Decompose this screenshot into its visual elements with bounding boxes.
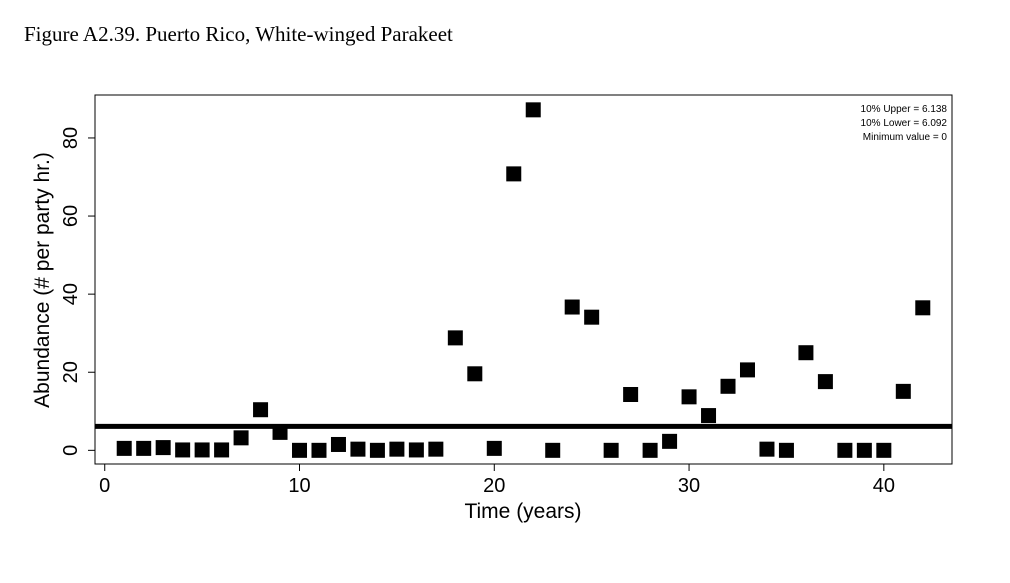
data-point [408, 442, 424, 458]
data-point [467, 366, 483, 382]
data-point [623, 386, 639, 402]
data-point [701, 408, 717, 424]
data-point [253, 402, 269, 418]
legend-line: 10% Upper = 6.138 [861, 104, 948, 115]
data-point [428, 441, 444, 457]
y-tick-label: 80 [60, 127, 82, 149]
y-tick-label: 20 [60, 361, 82, 383]
data-point [895, 383, 911, 399]
data-point [545, 442, 561, 458]
y-tick-label: 0 [60, 445, 82, 456]
data-point [194, 442, 210, 458]
data-point [837, 442, 853, 458]
y-axis: 0 20 40 60 80 [60, 127, 95, 456]
data-point [778, 442, 794, 458]
data-point [739, 362, 755, 378]
legend-line: 10% Lower = 6.092 [861, 118, 948, 129]
y-tick-label: 40 [60, 283, 82, 305]
y-tick-label: 60 [60, 205, 82, 227]
data-point [350, 441, 366, 457]
x-tick-label: 10 [288, 475, 310, 497]
data-point [662, 433, 678, 449]
data-point [681, 389, 697, 405]
x-tick-label: 40 [873, 475, 895, 497]
data-point [233, 430, 249, 446]
x-tick-label: 30 [678, 475, 700, 497]
x-tick-label: 20 [483, 475, 505, 497]
data-point [155, 440, 171, 456]
data-point [292, 442, 308, 458]
data-point [720, 378, 736, 394]
data-point [506, 166, 522, 182]
data-point [642, 442, 658, 458]
data-point [369, 442, 385, 458]
x-axis-title: Time (years) [464, 500, 581, 523]
data-point [817, 374, 833, 390]
data-point [798, 345, 814, 361]
data-point [876, 442, 892, 458]
data-point [136, 440, 152, 456]
plot-frame [94, 94, 953, 465]
data-point [915, 300, 931, 316]
data-point [389, 441, 405, 457]
data-point [759, 441, 775, 457]
data-point [447, 330, 463, 346]
data-point [116, 440, 132, 456]
data-point [856, 442, 872, 458]
x-axis: 0 10 20 30 40 [99, 464, 895, 497]
data-point [311, 442, 327, 458]
legend-line: Minimum value = 0 [863, 132, 948, 143]
figure-title: Figure A2.39. Puerto Rico, White-winged … [24, 22, 453, 46]
data-point [330, 436, 346, 452]
data-point [486, 440, 502, 456]
data-point [175, 442, 191, 458]
data-point [584, 309, 600, 325]
data-point [214, 442, 230, 458]
data-point [525, 102, 541, 118]
data-point [564, 299, 580, 315]
data-points [116, 102, 931, 458]
data-point [272, 424, 288, 440]
data-point [603, 442, 619, 458]
legend: 10% Upper = 6.138 10% Lower = 6.092 Minimu… [861, 104, 948, 143]
x-tick-label: 0 [99, 475, 110, 497]
y-axis-title: Abundance (# per party hr.) [31, 152, 54, 408]
